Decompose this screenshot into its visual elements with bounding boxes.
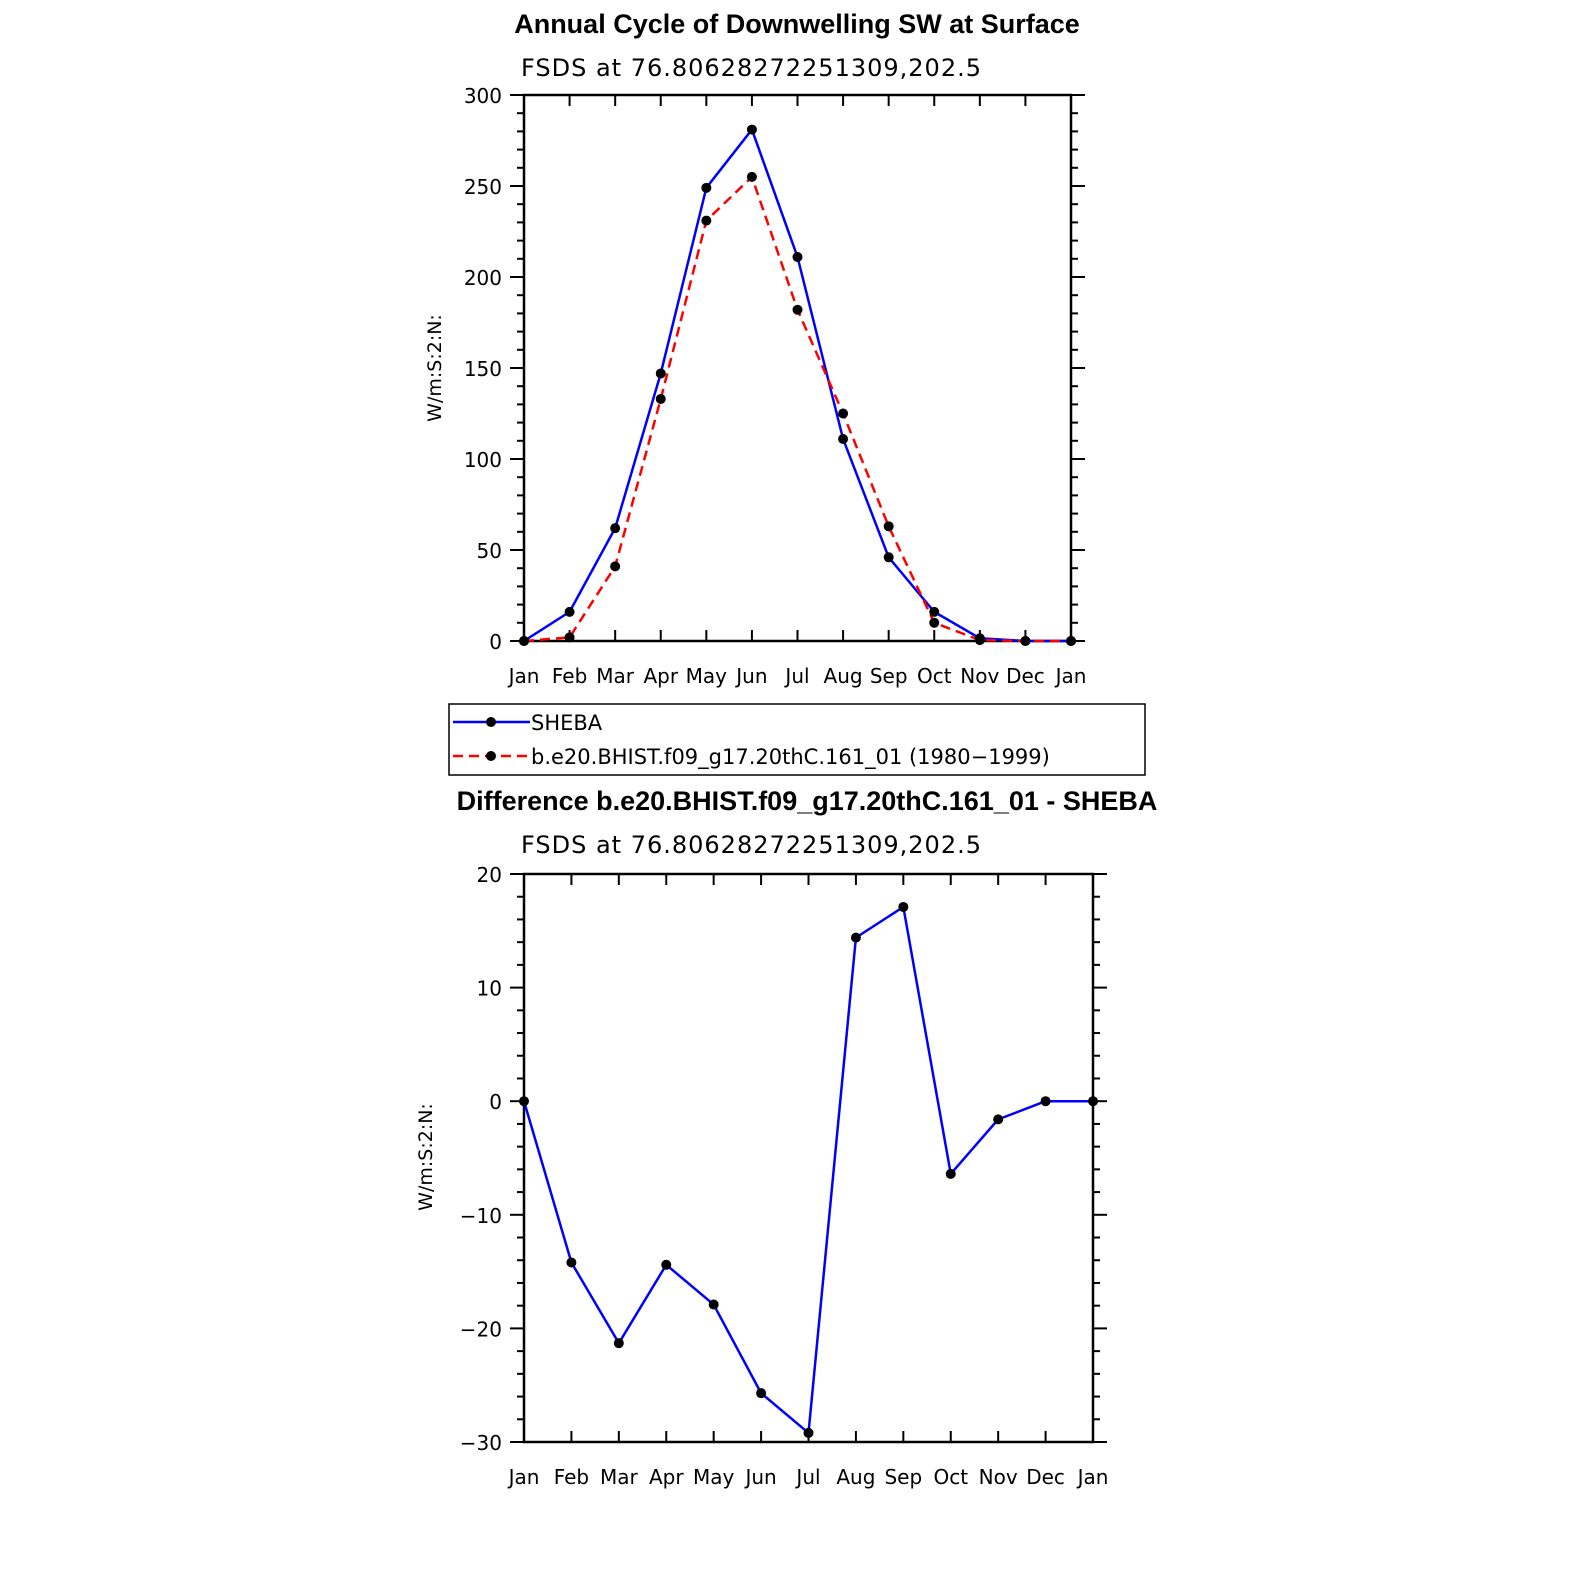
data-point [746, 124, 757, 135]
x-tick-label: Jul [794, 1465, 820, 1489]
y-tick-label: 250 [464, 175, 502, 199]
data-point [1088, 1096, 1098, 1107]
x-tick-label: Jun [743, 1465, 776, 1489]
data-point [883, 552, 894, 563]
y-tick-label: 10 [477, 977, 502, 1001]
x-tick-label: Jan [1076, 1465, 1109, 1489]
data-point [613, 1338, 624, 1349]
data-point [838, 433, 849, 444]
x-tick-label: Jun [734, 664, 767, 688]
data-point [610, 561, 621, 572]
x-tick-label: Apr [649, 1465, 684, 1489]
x-tick-label: Sep [870, 664, 908, 688]
x-tick-label: Mar [600, 1465, 639, 1489]
x-tick-label: May [686, 664, 728, 688]
legend-marker-sheba [486, 717, 496, 727]
y-tick-label: 200 [464, 266, 502, 290]
x-tick-label: Jan [507, 1465, 540, 1489]
x-tick-label: Apr [643, 664, 678, 688]
y-axis-label: W/m:S:2:N: [424, 314, 446, 422]
y-tick-label: 100 [464, 448, 502, 472]
y-tick-label: 0 [489, 1090, 502, 1114]
x-tick-label: Dec [1006, 664, 1045, 688]
data-point [564, 606, 575, 617]
data-point [1066, 636, 1076, 646]
data-point [929, 606, 940, 617]
data-point [1020, 636, 1031, 646]
legend-marker-model [486, 751, 496, 761]
data-point [661, 1259, 672, 1270]
y-tick-label: 0 [489, 630, 502, 654]
data-point [519, 636, 529, 646]
data-point [883, 521, 894, 532]
x-tick-label: Dec [1026, 1465, 1065, 1489]
x-tick-label: Nov [979, 1465, 1018, 1489]
data-point [564, 632, 575, 643]
data-point [701, 182, 712, 193]
x-tick-label: Jan [507, 664, 540, 688]
x-tick-label: Feb [552, 664, 587, 688]
data-point [746, 171, 757, 182]
x-tick-label: Oct [933, 1465, 968, 1489]
data-point [519, 1096, 529, 1107]
data-point [974, 635, 985, 646]
data-point [566, 1257, 577, 1268]
y-tick-label: 150 [464, 357, 502, 381]
y-tick-label: 300 [464, 84, 502, 108]
chart-subtitle: FSDS at 76.80628272251309,202.5 [521, 54, 982, 82]
y-tick-label: 20 [477, 863, 502, 887]
data-point [792, 304, 803, 315]
x-tick-label: Jan [1054, 664, 1087, 688]
data-point [708, 1299, 719, 1310]
data-point [701, 215, 712, 226]
x-tick-label: Oct [917, 664, 952, 688]
data-point [610, 523, 621, 534]
plot-frame [522, 93, 1073, 643]
x-tick-label: May [693, 1465, 735, 1489]
data-point [803, 1427, 814, 1438]
chart-title: Difference b.e20.BHIST.f09_g17.20thC.161… [457, 786, 1158, 816]
data-point [792, 251, 803, 262]
y-tick-label: −20 [460, 1317, 502, 1341]
y-tick-label: −30 [460, 1431, 502, 1455]
chart-subtitle: FSDS at 76.80628272251309,202.5 [521, 831, 982, 859]
legend-label-model: b.e20.BHIST.f09_g17.20thC.161_01 (1980−1… [531, 745, 1050, 770]
x-tick-label: Sep [884, 1465, 922, 1489]
y-axis-label: W/m:S:2:N: [415, 1103, 437, 1211]
y-tick-label: 50 [477, 539, 502, 563]
legend-box [448, 703, 1146, 776]
data-point [898, 901, 909, 912]
chart-title: Annual Cycle of Downwelling SW at Surfac… [514, 9, 1080, 39]
x-tick-label: Feb [554, 1465, 589, 1489]
x-tick-label: Nov [960, 664, 999, 688]
data-point [756, 1388, 767, 1399]
series-line-2 [523, 175, 1071, 643]
plot-frame [522, 872, 1095, 1444]
difference-chart: Difference b.e20.BHIST.f09_g17.20thC.161… [415, 786, 1157, 1489]
series-line-1 [523, 128, 1071, 643]
x-tick-label: Mar [596, 664, 635, 688]
annual-cycle-chart: Annual Cycle of Downwelling SW at Surfac… [424, 9, 1086, 688]
series-line-1 [522, 905, 1093, 1435]
data-point [993, 1114, 1004, 1125]
legend: SHEBA b.e20.BHIST.f09_g17.20thC.161_01 (… [448, 703, 1146, 776]
legend-label-sheba: SHEBA [531, 711, 603, 735]
x-tick-label: Jul [783, 664, 809, 688]
data-point [655, 393, 666, 404]
y-tick-label: −10 [460, 1204, 502, 1228]
data-point [945, 1168, 956, 1179]
data-point [929, 617, 940, 628]
x-tick-label: Aug [836, 1465, 875, 1489]
x-tick-label: Aug [824, 664, 863, 688]
data-point [1040, 1096, 1051, 1107]
data-point [655, 368, 666, 379]
data-point [838, 408, 849, 419]
data-point [850, 932, 861, 943]
